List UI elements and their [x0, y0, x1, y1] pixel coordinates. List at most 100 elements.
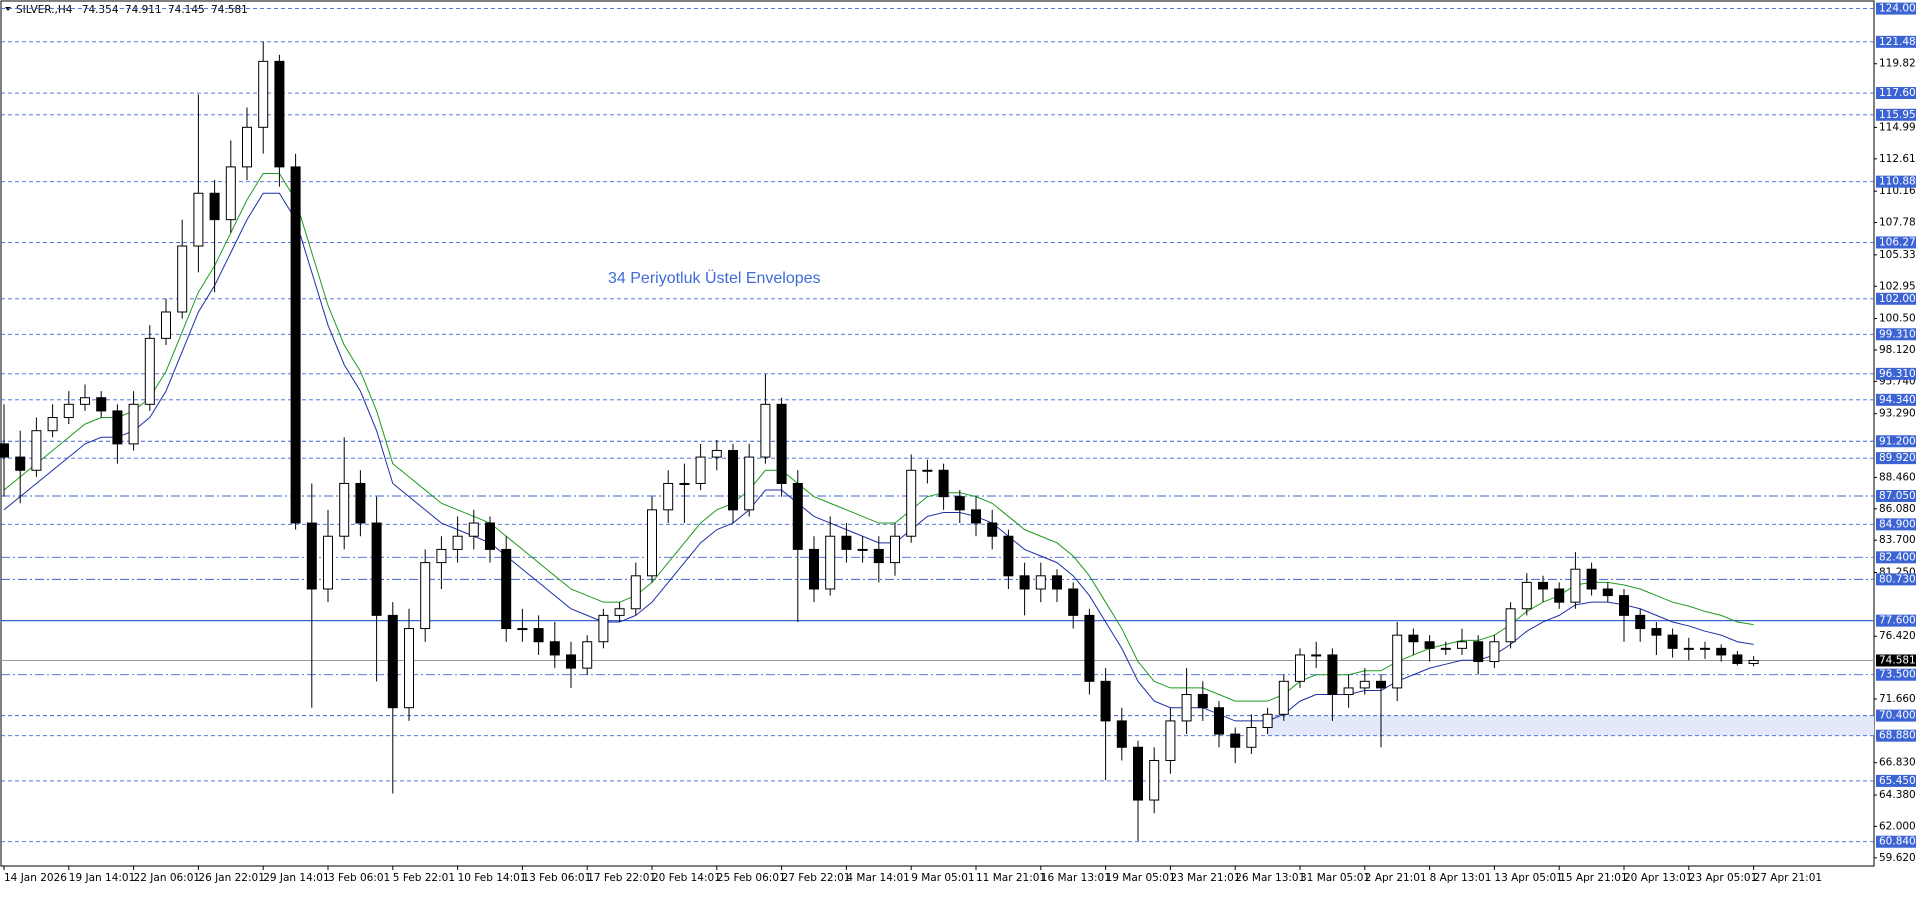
candle-body — [614, 608, 625, 616]
candle-body — [47, 417, 58, 432]
candle-body — [1408, 634, 1419, 643]
candle-body — [1278, 680, 1289, 715]
level-label-box — [1876, 614, 1916, 627]
y-tick-label: 110.160 — [1879, 185, 1916, 197]
candle-body — [1602, 588, 1613, 597]
candle-body — [501, 548, 512, 630]
candle-body — [387, 614, 398, 709]
candle-body — [1262, 713, 1273, 728]
y-tick-label: 102.950 — [1879, 280, 1916, 292]
candle-body — [1246, 726, 1257, 748]
x-tick-label: 8 Apr 13:01 — [1430, 872, 1492, 884]
level-label: 65.450 — [1879, 775, 1916, 787]
candle-body — [1035, 575, 1046, 590]
info-high: 74.911 — [125, 4, 162, 16]
candle-body — [1343, 687, 1354, 696]
x-tick-label: 2 Apr 21:01 — [1365, 872, 1427, 884]
candle-body — [1149, 759, 1160, 801]
candle-body — [452, 535, 463, 550]
candle-body — [1440, 647, 1451, 650]
y-tick-label: 66.830 — [1879, 757, 1916, 769]
level-label-box — [1876, 835, 1916, 848]
candle-body — [744, 456, 755, 511]
candle-body — [80, 397, 90, 405]
candle-body — [1392, 634, 1403, 689]
candle-body — [1538, 581, 1548, 590]
level-label: 106.270 — [1879, 236, 1916, 248]
candle-body — [242, 126, 252, 168]
level-label: 89.920 — [1879, 452, 1916, 464]
candle-body — [0, 443, 9, 458]
level-label-box — [1876, 236, 1916, 249]
candle-body — [1003, 535, 1014, 577]
y-tick-label: 76.420 — [1879, 630, 1916, 642]
y-tick-label: 71.660 — [1879, 693, 1916, 705]
level-label: 77.600 — [1879, 615, 1916, 627]
candle-body — [760, 403, 771, 458]
x-tick-label: 27 Feb 22:01 — [782, 872, 851, 884]
level-label-box — [1876, 292, 1916, 305]
candle-body — [598, 614, 609, 643]
candle-body — [695, 456, 706, 484]
y-tick-label: 114.990 — [1879, 121, 1916, 133]
level-label-box — [1876, 709, 1916, 722]
candle-body — [1019, 575, 1030, 590]
candle-body — [225, 166, 236, 221]
x-tick-label: 20 Apr 13:01 — [1624, 872, 1692, 884]
candle-body — [274, 60, 285, 168]
candle-body — [549, 641, 560, 656]
level-label: 87.050 — [1879, 490, 1916, 502]
x-tick-label: 5 Feb 22:01 — [393, 872, 455, 884]
level-label-box — [1876, 328, 1916, 341]
candle-body — [728, 449, 738, 511]
level-label-box — [1876, 435, 1916, 448]
candle-body — [647, 509, 657, 577]
level-label: 82.400 — [1879, 551, 1916, 563]
y-tick-label: 86.080 — [1879, 503, 1916, 515]
candle-body — [1084, 614, 1095, 682]
level-label-box — [1876, 393, 1916, 406]
candle-body — [1586, 568, 1597, 590]
candle-body — [193, 192, 204, 247]
candle-body — [404, 628, 414, 709]
candle-body — [873, 548, 884, 564]
level-label: 80.730 — [1879, 573, 1916, 585]
y-tick-label: 98.120 — [1879, 344, 1916, 356]
candle-body — [306, 522, 317, 590]
candle-body — [922, 469, 933, 472]
level-label: 68.880 — [1879, 730, 1916, 742]
candle-body — [987, 522, 998, 537]
x-tick-label: 26 Jan 22:01 — [198, 872, 264, 884]
info-low: 74.145 — [168, 4, 205, 16]
level-label: 96.310 — [1879, 368, 1916, 380]
y-tick-label: 105.330 — [1879, 249, 1916, 261]
candle-body — [96, 397, 107, 412]
price-label-box — [1876, 654, 1916, 667]
level-label-box — [1876, 489, 1916, 502]
x-tick-label: 13 Feb 06:01 — [522, 872, 591, 884]
x-tick-label: 19 Mar 05:01 — [1106, 872, 1176, 884]
candle-body — [1424, 641, 1435, 649]
y-tick-label: 64.380 — [1879, 789, 1916, 801]
info-open: 74.354 — [82, 4, 119, 16]
candle-body — [1311, 654, 1322, 657]
level-label-box — [1876, 367, 1916, 380]
candle-body — [1732, 654, 1743, 664]
candle-body — [809, 548, 819, 590]
level-label: 60.840 — [1879, 836, 1916, 848]
level-label: 102.000 — [1879, 293, 1916, 305]
candle-body — [15, 456, 26, 471]
plot-frame — [0, 0, 1875, 867]
candle-body — [339, 482, 350, 537]
level-label: 110.880 — [1879, 176, 1916, 188]
x-tick-label: 23 Mar 21:01 — [1170, 872, 1240, 884]
x-tick-label: 20 Feb 14:01 — [652, 872, 721, 884]
level-label-box — [1876, 2, 1916, 15]
candle-body — [1116, 720, 1127, 748]
x-tick-label: 19 Jan 14:01 — [69, 872, 135, 884]
candle-body — [906, 469, 917, 537]
candle-body — [1230, 733, 1241, 748]
candle-body — [1635, 614, 1646, 630]
level-label-box — [1876, 551, 1916, 564]
